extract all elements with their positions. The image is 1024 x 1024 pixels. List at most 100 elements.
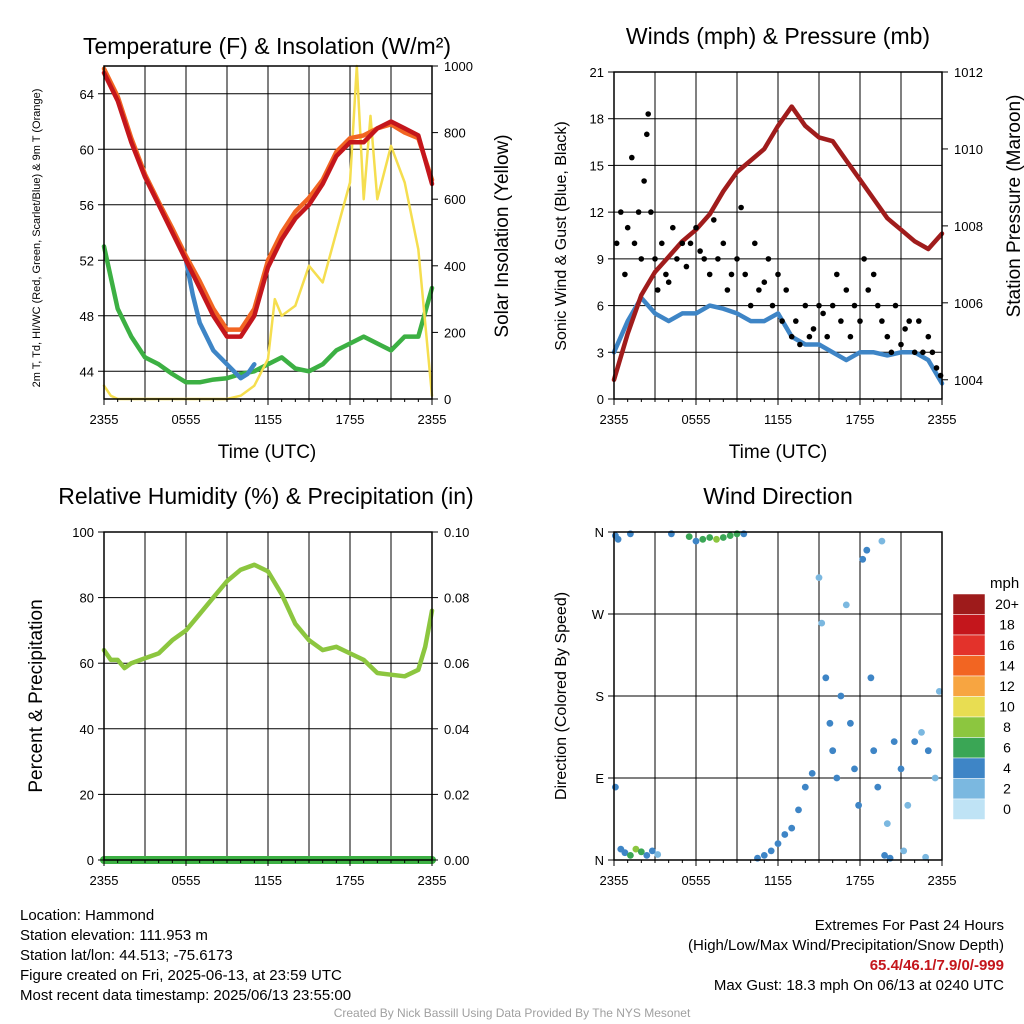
credit-line: Created By Nick Bassill Using Data Provi…: [333, 1006, 691, 1020]
direction-point: [874, 783, 882, 791]
gust-point: [843, 287, 850, 293]
direction-point: [699, 535, 707, 543]
gust-point: [747, 302, 754, 309]
direction-point: [826, 719, 834, 727]
gust-point: [631, 240, 638, 247]
gust-point: [870, 271, 877, 278]
gust-point: [920, 349, 926, 356]
direction-point: [612, 783, 619, 791]
gust-point: [902, 326, 908, 332]
gust-point: [847, 333, 854, 340]
wind-direction-xtick-label: 0555: [682, 873, 711, 888]
temperature-panel: Temperature (F) & Insolation (W/m²) 2355…: [31, 33, 513, 463]
wind-direction-ylabel: Direction (Colored By Speed): [553, 592, 570, 800]
humidity-ytick-label: 40: [80, 722, 94, 737]
humidity-ytick-label: 0: [87, 853, 94, 868]
colorbar-unit: mph: [990, 575, 1019, 592]
pressure-y2tick-label: 1008: [954, 219, 983, 234]
gust-point: [629, 154, 635, 161]
temperature-ytick-label: 60: [80, 142, 94, 157]
direction-point: [726, 532, 734, 539]
wind-direction-ytick-label: S: [595, 689, 604, 704]
extremes-title: Extremes For Past 24 Hours: [814, 917, 1004, 934]
direction-point: [890, 738, 898, 745]
direction-point: [842, 601, 850, 609]
winds-xtick-label: 2355: [600, 412, 629, 427]
recent-data-timestamp: Most recent data timestamp: 2025/06/13 2…: [20, 987, 352, 1004]
colorbar-label: 6: [1003, 740, 1011, 756]
winds-title: Winds (mph) & Pressure (mb): [626, 23, 930, 49]
insolation-y2tick-label: 200: [444, 325, 466, 340]
colorbar-swatch: [952, 634, 986, 656]
gust-point: [711, 217, 717, 223]
gust-point: [888, 349, 895, 356]
gust-point: [752, 240, 758, 247]
humidity-xtick-label: 2355: [418, 873, 447, 888]
gust-point: [916, 318, 922, 324]
gust-point: [724, 287, 731, 293]
temperature-ytick-label: 48: [80, 309, 94, 324]
colorbar-swatch: [952, 737, 986, 759]
direction-point: [931, 774, 939, 782]
humidity-xtick-label: 0555: [172, 873, 201, 888]
pressure-y2tick-label: 1012: [954, 65, 983, 80]
temperature-ytick-label: 44: [80, 364, 94, 379]
pressure-line: [611, 104, 945, 383]
precipitation-y2tick-label: 0.00: [444, 853, 469, 868]
temperature-ylabel: 2m T, Td, HI/WC (Red, Green, Scarlet/Blu…: [31, 89, 43, 388]
colorbar-label: 4: [1003, 760, 1011, 776]
colorbar-swatch: [952, 614, 986, 636]
humidity-panel: Relative Humidity (%) & Precipitation (i…: [26, 483, 474, 888]
precipitation-y2tick-label: 0.02: [444, 787, 469, 802]
rh-line: [101, 562, 435, 679]
gust-point: [734, 256, 740, 262]
winds-axes: 2355 0555 1155 1755 2355 0 3 6 9 12 15 18 21 1004 1006…: [590, 65, 983, 427]
dewpoint-line: [101, 244, 435, 385]
temperature-xtick-label: 1155: [254, 412, 282, 427]
colorbar-label: 10: [999, 699, 1015, 715]
gust-point: [638, 256, 645, 262]
precipitation-y2tick-label: 0.04: [444, 722, 469, 737]
gust-point: [898, 341, 904, 348]
wind-line: [611, 295, 945, 386]
gust-point: [654, 287, 661, 293]
temperature-xlabel: Time (UTC): [218, 442, 317, 463]
direction-point: [837, 692, 845, 700]
gust-point: [806, 333, 813, 340]
humidity-ytick-label: 80: [80, 591, 94, 606]
direction-point: [822, 674, 830, 682]
direction-point: [924, 747, 932, 755]
direction-point: [621, 849, 629, 857]
direction-point: [847, 719, 854, 727]
direction-point: [851, 765, 858, 773]
direction-point: [648, 847, 656, 855]
gust-point: [720, 240, 727, 247]
wind-direction-xtick-label: 1155: [764, 873, 792, 888]
gust-point: [683, 263, 690, 270]
gust-point: [906, 318, 912, 324]
humidity-grid: [104, 531, 432, 861]
temperature-xtick-label: 2355: [90, 412, 119, 427]
gust-point: [802, 302, 809, 309]
direction-point: [643, 852, 651, 859]
winds-ytick-label: 15: [590, 158, 604, 173]
direction-point: [767, 847, 775, 855]
colorbar-swatch: [952, 778, 986, 800]
pressure-y2tick-label: 1010: [954, 142, 983, 157]
gust-point: [824, 333, 830, 340]
temperature-ytick-label: 56: [80, 198, 94, 213]
direction-point: [911, 738, 919, 745]
gust-point: [742, 271, 748, 278]
direction-point: [900, 847, 908, 855]
gust-point: [659, 240, 665, 247]
gust-point: [670, 224, 676, 231]
wind-direction-panel: Wind Direction 2355 0555 1155 1755 2355 N E S W N…: [553, 483, 1019, 888]
gust-point: [861, 256, 867, 262]
insolation-y2tick-label: 1000: [444, 59, 473, 74]
direction-point: [918, 729, 925, 736]
gust-point: [701, 256, 707, 262]
gust-point: [697, 248, 703, 254]
extremes-info: Extremes For Past 24 Hours (High/Low/Max…: [688, 916, 1004, 996]
gust-point: [652, 256, 658, 262]
winds-panel: Winds (mph) & Pressure (mb) 2355 0555 1155…: [553, 23, 1024, 463]
